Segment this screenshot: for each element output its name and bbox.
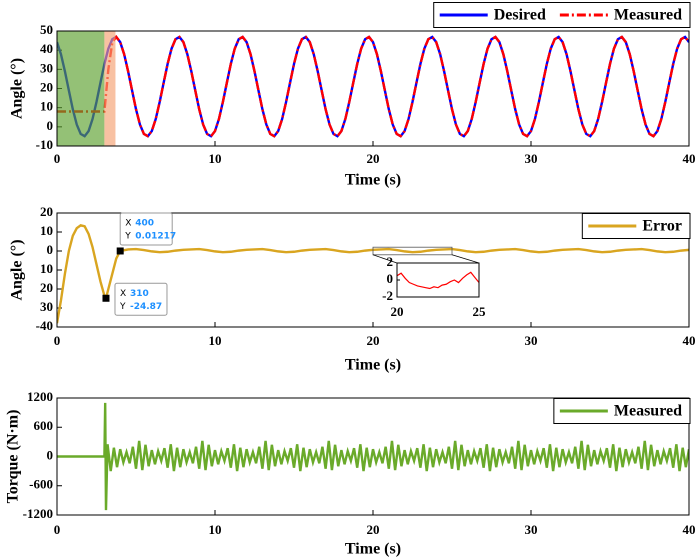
series-line (57, 224, 689, 324)
datatip-x-value: 310 (130, 289, 149, 299)
y-tick-label: -40 (36, 318, 53, 333)
y-tick-label: 20 (40, 204, 53, 219)
x-axis-label: Time (s) (345, 172, 401, 189)
y-tick-label: 10 (40, 223, 53, 238)
y-tick-label: 40 (40, 41, 53, 56)
datatip-marker (102, 294, 110, 302)
x-axis-label: Time (s) (345, 541, 401, 558)
series-line (57, 402, 689, 511)
datatip-y-value: 0.01217 (135, 231, 176, 241)
series-line (397, 271, 479, 290)
legend: Error (581, 213, 691, 239)
x-tick-label: 40 (683, 151, 696, 166)
y-tick-label: -10 (36, 137, 53, 152)
x-tick-label: 30 (525, 522, 538, 537)
y-tick-label: 10 (40, 261, 53, 276)
axes-box (56, 212, 690, 328)
y-tick-label: 10 (40, 99, 53, 114)
x-tick-label: 0 (54, 522, 61, 537)
x-tick-label: 40 (683, 522, 696, 537)
y-tick-label: 600 (34, 418, 54, 433)
y-axis-label: Angle (°) (9, 58, 26, 119)
y-axis-label: Angle (°) (9, 239, 26, 300)
x-tick-label: 20 (391, 304, 404, 319)
legend-label: Measured (614, 403, 682, 420)
datatip-box (119, 212, 173, 246)
zoom-connector (372, 254, 398, 264)
datatip-y-label: Y (124, 231, 131, 241)
legend: Measured (553, 398, 691, 424)
y-tick-label: -2 (382, 288, 393, 303)
x-tick-label: 30 (525, 151, 538, 166)
x-tick-label: 20 (367, 522, 380, 537)
legend-label: Measured (614, 7, 682, 24)
datatip-x-label: X (120, 289, 126, 299)
axes-box (56, 397, 690, 516)
plot-area (397, 263, 479, 297)
y-tick-label: -600 (29, 477, 53, 492)
x-tick-label: 25 (473, 304, 487, 319)
x-tick-label: 20 (367, 333, 380, 348)
datatip-x-value: 400 (135, 218, 154, 228)
y-tick-label: 0 (47, 242, 54, 257)
datatip-box (114, 282, 168, 316)
y-tick-label: 50 (40, 22, 53, 37)
y-tick-label: 20 (40, 280, 53, 295)
x-tick-label: 10 (209, 151, 222, 166)
x-tick-label: 40 (683, 333, 696, 348)
x-tick-label: 20 (367, 151, 380, 166)
x-axis-label: Time (s) (345, 357, 401, 374)
series-line (57, 34, 689, 138)
legend-label: Error (642, 218, 682, 235)
y-tick-label: 2 (387, 254, 394, 269)
y-tick-label: 30 (40, 299, 53, 314)
x-tick-label: 30 (525, 333, 538, 348)
y-tick-label: 20 (40, 79, 53, 94)
zoom-box (372, 246, 453, 256)
y-tick-label: 1200 (27, 389, 53, 404)
y-axis-label: Torque (N·m) (5, 410, 22, 504)
axes-box (396, 262, 480, 298)
zoom-connector (451, 254, 480, 264)
legend-label: Desired (494, 7, 546, 24)
datatip-marker (116, 247, 124, 255)
shaded-region (57, 31, 105, 146)
x-tick-label: 0 (54, 333, 61, 348)
y-tick-label: 0 (47, 447, 54, 462)
x-tick-label: 0 (54, 151, 61, 166)
y-tick-label: 30 (40, 60, 53, 75)
datatip-x-label: X (125, 218, 131, 228)
datatip-y-value: -24.87 (130, 302, 162, 312)
axes-box (56, 30, 690, 147)
x-tick-label: 10 (209, 522, 222, 537)
datatip-y-label: Y (119, 302, 126, 312)
y-tick-label: -1200 (23, 506, 53, 521)
x-tick-label: 10 (209, 333, 222, 348)
shaded-region (104, 31, 116, 146)
legend: Desired Measured (433, 2, 691, 28)
y-tick-label: 0 (387, 271, 394, 286)
y-tick-label: 0 (47, 118, 54, 133)
